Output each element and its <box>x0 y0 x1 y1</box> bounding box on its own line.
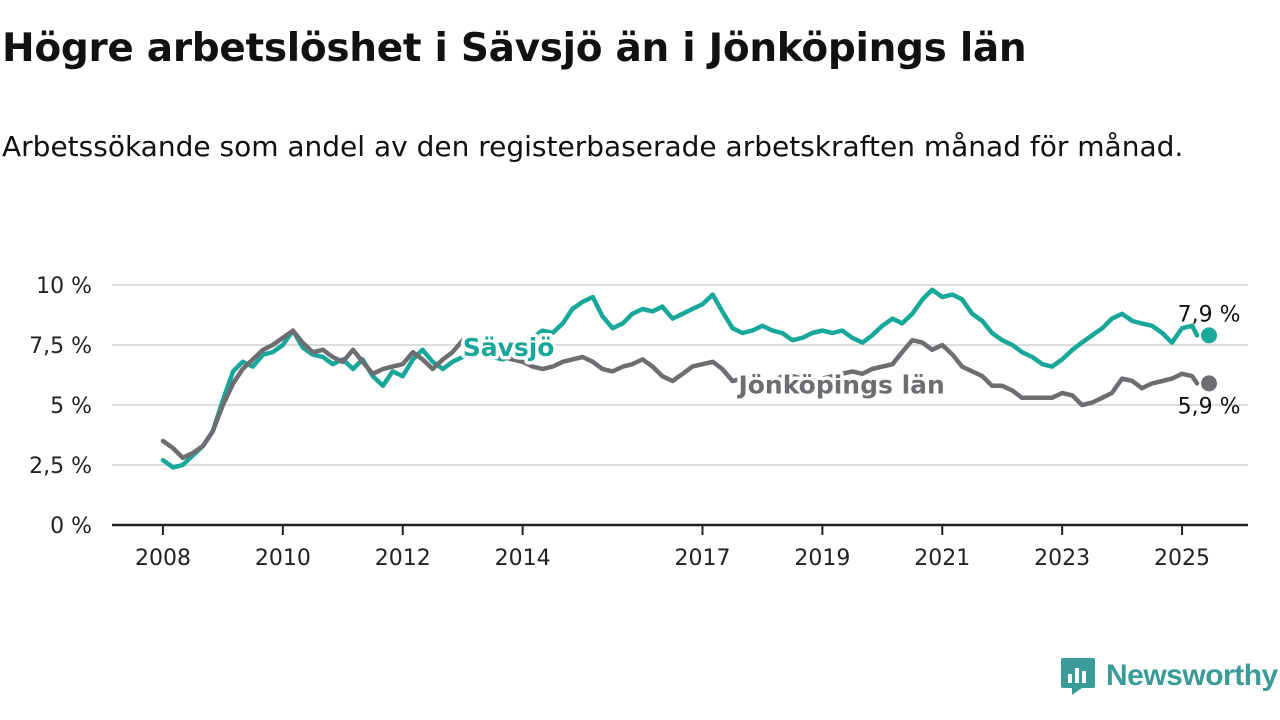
y-tick-label: 5 % <box>50 394 92 419</box>
x-tick-label: 2023 <box>1034 546 1090 571</box>
grid-layer <box>112 284 1248 466</box>
series-name-savsjo: Sävsjö <box>463 333 555 362</box>
y-tick-label: 0 % <box>50 514 92 539</box>
x-tick-label: 2010 <box>255 546 311 571</box>
series-lines <box>160 287 1200 470</box>
line-chart: 0 % 2,5 % 5 % 7,5 % 10 % 2008 2010 2012 2014 201… <box>29 274 1248 571</box>
x-tick-label: 2025 <box>1154 546 1210 571</box>
end-point-savsjo <box>1201 327 1218 344</box>
end-point-lan <box>1201 375 1218 392</box>
y-tick-label: 2,5 % <box>29 454 92 479</box>
x-tick-label: 2017 <box>674 546 730 571</box>
y-tick-label: 7,5 % <box>29 334 92 359</box>
x-tick-label: 2008 <box>135 546 191 571</box>
x-tick-label: 2019 <box>794 546 850 571</box>
x-tick-label: 2012 <box>375 546 431 571</box>
x-tick-label: 2014 <box>495 546 551 571</box>
x-axis-ticks: 2008 2010 2012 2014 2017 2019 2021 2023 2025 <box>135 525 1210 571</box>
newsworthy-logo-icon <box>1061 658 1095 695</box>
chart-title: Högre arbetslöshet i Sävsjö än i Jönköpi… <box>2 26 1027 71</box>
series-labels: 7,9 % Sävsjö 5,9 % Jönköpings län <box>459 302 1241 419</box>
chart-subtitle: Arbetssökande som andel av den registerb… <box>2 130 1184 163</box>
series-line-savsjo <box>160 287 1200 470</box>
y-tick-label: 10 % <box>36 274 92 299</box>
series-line-lan <box>160 328 1200 461</box>
brand-name: Newsworthy <box>1106 659 1278 692</box>
series-name-lan: Jönköpings län <box>736 370 944 399</box>
end-value-label-lan: 5,9 % <box>1178 394 1241 419</box>
brand: Newsworthy <box>1060 654 1278 698</box>
x-tick-label: 2021 <box>914 546 970 571</box>
end-value-label-savsjo: 7,9 % <box>1178 302 1241 327</box>
y-axis-ticks: 0 % 2,5 % 5 % 7,5 % 10 % <box>29 274 92 539</box>
